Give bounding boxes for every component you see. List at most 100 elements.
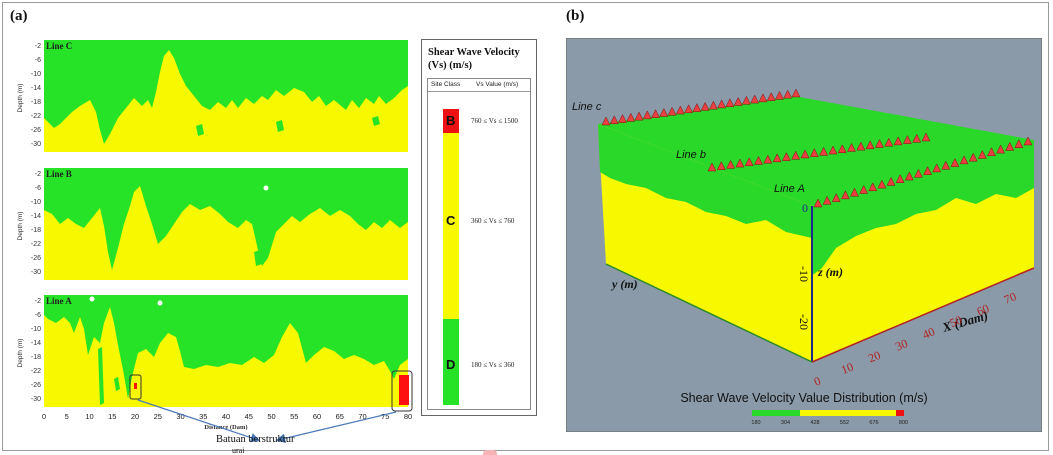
section-a-red-spot — [134, 383, 137, 389]
depth-tick: -14 — [31, 213, 41, 220]
section-c-label: Line C — [46, 41, 72, 51]
distance-tick: 65 — [336, 412, 344, 421]
section-c-blob — [372, 116, 380, 126]
geophone-marker — [725, 98, 735, 107]
geophone-marker — [959, 155, 969, 165]
colorbar-tick: 428 — [810, 420, 819, 426]
annotation-text-line2: urai — [232, 446, 245, 455]
geophone-marker — [754, 155, 763, 165]
distance-tick: 80 — [404, 412, 412, 421]
geophone-marker — [840, 190, 850, 200]
geophone-marker — [865, 140, 875, 150]
geophone-marker — [813, 198, 823, 208]
arrow-left — [137, 399, 261, 443]
xlabel: Distance (Dam) — [204, 424, 247, 431]
colorbar-tick: 304 — [781, 420, 790, 426]
section-a-red-zone — [399, 375, 409, 405]
colorbar-tick: 676 — [869, 420, 878, 426]
geophone-marker — [744, 157, 754, 167]
geophone-marker — [634, 111, 644, 121]
distance-tick: 5 — [65, 412, 69, 421]
geophone-marker — [667, 106, 677, 116]
colorbar-yellow — [800, 410, 896, 416]
depth-tick: -6 — [35, 185, 41, 192]
geophone-marker — [968, 152, 978, 162]
geophone-marker — [831, 193, 841, 202]
watermark-mark — [483, 450, 497, 455]
line-b-label: Line b — [676, 149, 706, 161]
geophone-marker — [742, 95, 751, 105]
x-tick: 20 — [866, 348, 882, 365]
depth-tick: -2 — [35, 43, 41, 50]
geophone-marker — [904, 171, 914, 181]
depth-tick: -6 — [35, 57, 41, 64]
geophone-marker — [847, 142, 856, 152]
distance-tick: 70 — [358, 412, 366, 421]
highlight-box-right — [391, 370, 413, 412]
section-b-void — [263, 185, 269, 191]
geophone-marker — [902, 135, 912, 144]
colorbar-tick: 800 — [899, 420, 908, 426]
legend-bar-d — [443, 319, 459, 405]
section-line-a: Line A -2 -6 -10 -14 -18 -22 -26 -30 Depth (m) … — [14, 293, 414, 431]
geophone-marker — [941, 160, 951, 170]
geophone-marker — [850, 187, 859, 197]
depth-tick: -2 — [35, 171, 41, 178]
colorbar-red — [896, 410, 904, 416]
section-c-blob — [62, 58, 70, 70]
geophone-marker — [822, 195, 832, 205]
section-c-green — [44, 40, 408, 144]
geophone-marker — [717, 99, 727, 109]
distance-tick: 35 — [199, 412, 207, 421]
geophone-marker — [763, 154, 773, 164]
geophone-marker — [828, 145, 838, 155]
depth-tick: -26 — [31, 255, 41, 262]
distance-tick: 75 — [381, 412, 389, 421]
section-a-blob — [114, 377, 120, 391]
colorbar-tick: 180 — [751, 420, 760, 426]
depth-tick: -30 — [31, 141, 41, 148]
geophone-marker — [800, 149, 810, 159]
depth-tick: -14 — [31, 340, 41, 347]
depth-tick: -18 — [31, 354, 41, 361]
line-c-markers — [601, 88, 801, 126]
panel-b-3d: Line c Line b Line A y (m) z (m) X (Dam)… — [566, 38, 1042, 432]
legend-col-site: Site Class — [431, 81, 461, 88]
geophone-marker — [893, 136, 903, 146]
legend-range-c: 360 ≤ Vs ≤ 760 — [471, 217, 515, 225]
geophone-marker — [912, 133, 922, 143]
geophone-marker — [921, 132, 931, 142]
depth-tick: -10 — [31, 326, 41, 333]
colorbar-green — [752, 410, 800, 416]
distance-tick: 55 — [290, 412, 298, 421]
geophone-marker — [684, 104, 694, 114]
block-left-green — [598, 124, 812, 238]
geophone-marker — [750, 94, 760, 104]
geophone-marker — [726, 159, 736, 169]
depth-tick: -26 — [31, 127, 41, 134]
geophone-marker — [895, 174, 905, 183]
section-a-blob — [98, 347, 104, 405]
distance-tick: 30 — [176, 412, 184, 421]
geophone-marker — [1005, 141, 1015, 151]
geophone-marker — [923, 166, 932, 175]
depth-tick: -22 — [31, 368, 41, 375]
geophone-marker — [626, 112, 636, 122]
annotation-text: Batuan berstruktur — [216, 434, 295, 445]
geophone-marker — [642, 110, 652, 120]
z-tick: -10 — [797, 266, 811, 282]
block-top-face — [598, 96, 1034, 206]
depth-tick: -18 — [31, 227, 41, 234]
colorbar-title: Shear Wave Velocity Value Distribution (… — [680, 391, 927, 405]
legend-title: Shear Wave Velocity (Vs) (m/s) — [428, 47, 520, 71]
geophone-marker — [782, 152, 791, 161]
geophone-marker — [886, 176, 896, 186]
ylabel-b: Depth (m) — [17, 212, 24, 241]
legend-class-d: D — [446, 357, 456, 372]
axis-y-label: y (m) — [610, 277, 638, 291]
section-a-void — [89, 296, 95, 302]
distance-tick: 0 — [42, 412, 46, 421]
section-a-green — [44, 295, 408, 399]
